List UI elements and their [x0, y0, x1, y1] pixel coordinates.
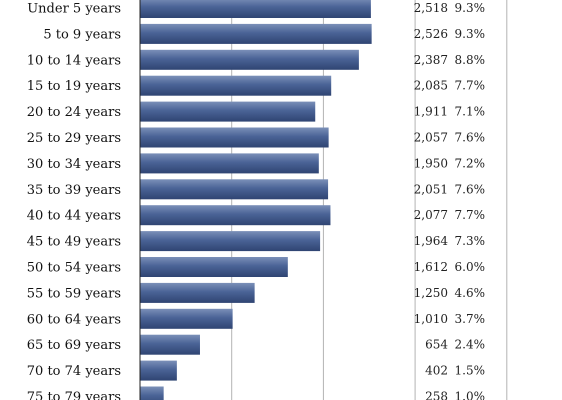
bar-4 [140, 101, 316, 122]
percent-label-10: 6.0% [455, 260, 486, 274]
value-label-2: 2,387 [414, 53, 448, 67]
category-label-11: 55 to 59 years [27, 286, 121, 301]
percent-label-4: 7.1% [455, 105, 486, 119]
category-label-3: 15 to 19 years [27, 79, 121, 94]
value-label-7: 2,051 [414, 182, 448, 196]
category-label-5: 25 to 29 years [27, 131, 121, 146]
percent-label-5: 7.6% [455, 131, 486, 145]
percent-label-8: 7.7% [455, 208, 486, 222]
bar-0 [140, 0, 371, 18]
percent-label-11: 4.6% [455, 286, 486, 300]
percent-label-12: 3.7% [455, 312, 486, 326]
value-label-1: 2,526 [414, 27, 448, 41]
category-labels: Under 5 years 5 to 9 years 10 to 14 years 1… [27, 2, 121, 400]
percent-label-2: 8.8% [455, 53, 486, 67]
value-label-0: 2,518 [414, 1, 448, 15]
category-label-10: 50 to 54 years [27, 261, 121, 276]
percent-label-1: 9.3% [455, 27, 486, 41]
category-label-7: 35 to 39 years [27, 183, 121, 198]
bar-2 [140, 49, 359, 70]
bar-3 [140, 75, 332, 96]
category-label-12: 60 to 64 years [27, 312, 121, 327]
bar-8 [140, 205, 331, 226]
bar-14 [140, 360, 177, 381]
bars [140, 0, 372, 400]
percent-label-15: 1.0% [455, 390, 486, 400]
category-label-8: 40 to 44 years [27, 209, 121, 224]
bar-7 [140, 179, 329, 200]
category-label-0: Under 5 years [27, 2, 121, 17]
category-label-4: 20 to 24 years [27, 105, 121, 120]
value-label-14: 402 [425, 364, 448, 378]
bar-13 [140, 334, 200, 355]
bar-15 [140, 386, 164, 400]
bar-10 [140, 257, 288, 277]
category-label-9: 45 to 49 years [27, 235, 121, 250]
category-label-2: 10 to 14 years [27, 53, 121, 68]
value-label-6: 1,950 [414, 156, 448, 170]
value-label-11: 1,250 [414, 286, 448, 300]
percent-label-9: 7.3% [455, 234, 486, 248]
bar-1 [140, 23, 372, 44]
value-label-15: 258 [425, 390, 448, 400]
percent-label-6: 7.2% [455, 156, 486, 170]
value-label-4: 1,911 [414, 105, 448, 119]
value-label-12: 1,010 [414, 312, 448, 326]
percent-label-7: 7.6% [455, 182, 486, 196]
value-label-3: 2,085 [414, 79, 448, 93]
percent-label-14: 1.5% [455, 364, 486, 378]
value-label-13: 654 [425, 338, 448, 352]
value-label-5: 2,057 [414, 131, 448, 145]
percent-label-13: 2.4% [455, 338, 486, 352]
value-label-9: 1,964 [414, 234, 449, 248]
bar-12 [140, 308, 233, 329]
bar-9 [140, 231, 321, 252]
bar-11 [140, 282, 255, 303]
category-label-6: 30 to 34 years [27, 157, 121, 172]
percent-label-3: 7.7% [455, 79, 486, 93]
value-label-8: 2,077 [414, 208, 448, 222]
percent-label-0: 9.3% [455, 1, 486, 15]
value-labels: 2,518 9.3% 2,526 9.3% 2,387 8.8% 2,085 7.7% 1,91… [414, 1, 485, 400]
category-label-15: 75 to 79 years [27, 390, 121, 400]
category-label-1: 5 to 9 years [43, 27, 121, 42]
category-label-14: 70 to 74 years [27, 364, 121, 379]
category-label-13: 65 to 69 years [27, 338, 121, 353]
bar-6 [140, 153, 319, 174]
bar-5 [140, 127, 329, 148]
value-label-10: 1,612 [414, 260, 448, 274]
